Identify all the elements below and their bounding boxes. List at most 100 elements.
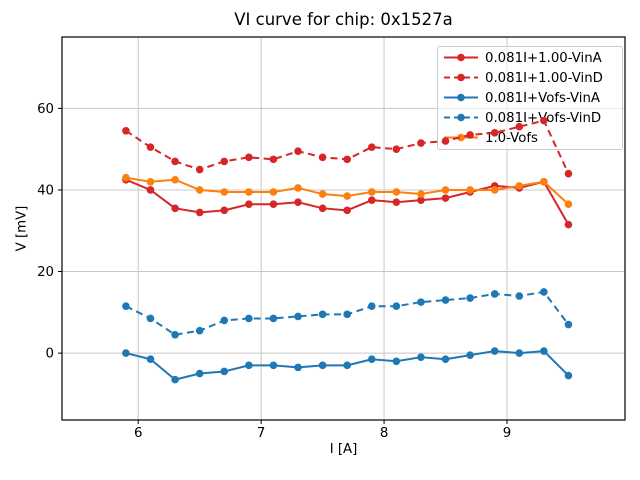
legend: 0.081I+1.00-VinA 0.081I+1.00-VinD 0.081I+V… (437, 46, 623, 150)
data-point-marker (564, 320, 573, 329)
data-point-marker (122, 173, 130, 182)
x-tick-label: 8 (380, 426, 388, 441)
legend-sample-marker (457, 113, 465, 122)
legend-label: 0.081I+1.00-VinD (485, 71, 603, 86)
data-point-marker (417, 139, 425, 147)
legend-sample-marker (457, 53, 465, 62)
legend-label: 0.081I+Vofs-VinA (485, 91, 600, 106)
data-point-marker (540, 347, 548, 355)
series-0-081i-1-00-vind (122, 116, 573, 178)
data-point-marker (146, 314, 155, 323)
chart-title: VI curve for chip: 0x1527a (234, 10, 453, 29)
data-point-marker (122, 349, 130, 357)
legend-label: 0.081I+1.00-VinA (485, 51, 602, 66)
data-point-marker (343, 310, 351, 319)
data-point-marker (171, 375, 179, 384)
data-point-marker (318, 204, 327, 213)
data-point-marker (195, 326, 204, 335)
legend-box (437, 46, 623, 150)
series-0-081i-1-00-vina (122, 175, 573, 229)
data-point-marker (146, 355, 155, 364)
series-1-0-vofs (122, 173, 573, 209)
data-point-marker (441, 194, 450, 202)
data-point-marker (146, 186, 155, 194)
data-point-marker (318, 153, 327, 162)
data-point-marker (146, 143, 155, 151)
legend-sample-marker (457, 73, 465, 82)
data-point-marker (245, 200, 253, 209)
data-point-marker (540, 116, 548, 125)
data-point-marker (294, 147, 302, 156)
data-point-marker (220, 157, 229, 166)
data-point-marker (466, 131, 474, 139)
data-point-marker (245, 153, 253, 162)
legend-sample-marker (457, 133, 465, 142)
data-point-marker (392, 357, 401, 366)
data-point-marker (294, 198, 302, 206)
data-point-marker (515, 292, 524, 300)
data-point-marker (294, 312, 302, 321)
legend-item: 1.0-Vofs (444, 131, 538, 146)
data-point-marker (490, 347, 499, 355)
data-point-marker (392, 198, 401, 206)
data-point-marker (417, 353, 425, 361)
plot-frame (61, 36, 626, 421)
data-point-marker (343, 361, 351, 370)
data-point-marker (392, 188, 401, 196)
data-point-marker (343, 206, 351, 215)
data-point-marker (294, 184, 302, 192)
x-tick-label: 7 (257, 426, 265, 441)
data-point-marker (195, 165, 204, 174)
data-point-marker (318, 190, 327, 198)
data-point-marker (564, 169, 573, 178)
data-point-marker (294, 363, 302, 372)
x-tick-label: 9 (503, 426, 511, 441)
data-point-marker (122, 302, 130, 311)
legend-sample-marker (457, 93, 465, 102)
data-point-marker (195, 186, 204, 194)
series-0-081i-vofs-vina (122, 347, 573, 384)
data-point-marker (367, 188, 376, 196)
data-point-marker (269, 155, 278, 164)
data-point-marker (269, 314, 278, 323)
data-point-marker (171, 330, 179, 339)
data-point-marker (417, 298, 425, 306)
data-point-marker (540, 288, 548, 296)
y-tick-label: 40 (37, 183, 54, 198)
data-point-marker (220, 367, 229, 376)
data-point-marker (318, 361, 327, 370)
data-point-marker (343, 192, 351, 200)
data-point-marker (171, 175, 179, 184)
data-point-marker (441, 296, 450, 304)
data-point-marker (146, 177, 155, 186)
data-point-marker (122, 127, 130, 135)
data-point-marker (367, 143, 376, 151)
data-point-marker (490, 129, 499, 137)
y-tick-label: 20 (37, 265, 54, 280)
x-tick-label: 6 (134, 426, 142, 441)
data-point-marker (171, 204, 179, 213)
data-point-marker (417, 190, 425, 198)
data-point-marker (392, 145, 401, 153)
data-point-marker (490, 290, 499, 298)
y-tick-label: 60 (37, 102, 54, 117)
data-point-marker (441, 137, 450, 145)
data-point-marker (564, 371, 573, 380)
data-point-marker (515, 182, 524, 190)
data-point-marker (466, 186, 474, 194)
data-point-marker (564, 220, 573, 229)
data-point-marker (515, 349, 524, 357)
data-point-marker (515, 122, 524, 131)
data-point-marker (318, 310, 327, 319)
data-point-marker (269, 200, 278, 209)
data-point-marker (245, 361, 253, 370)
data-point-marker (441, 186, 450, 194)
data-point-marker (269, 361, 278, 370)
y-tick-label: 0 (46, 347, 54, 362)
data-point-marker (392, 302, 401, 311)
legend-item: 0.081I+Vofs-VinA (444, 91, 600, 106)
data-point-marker (343, 155, 351, 164)
data-point-marker (466, 294, 474, 302)
